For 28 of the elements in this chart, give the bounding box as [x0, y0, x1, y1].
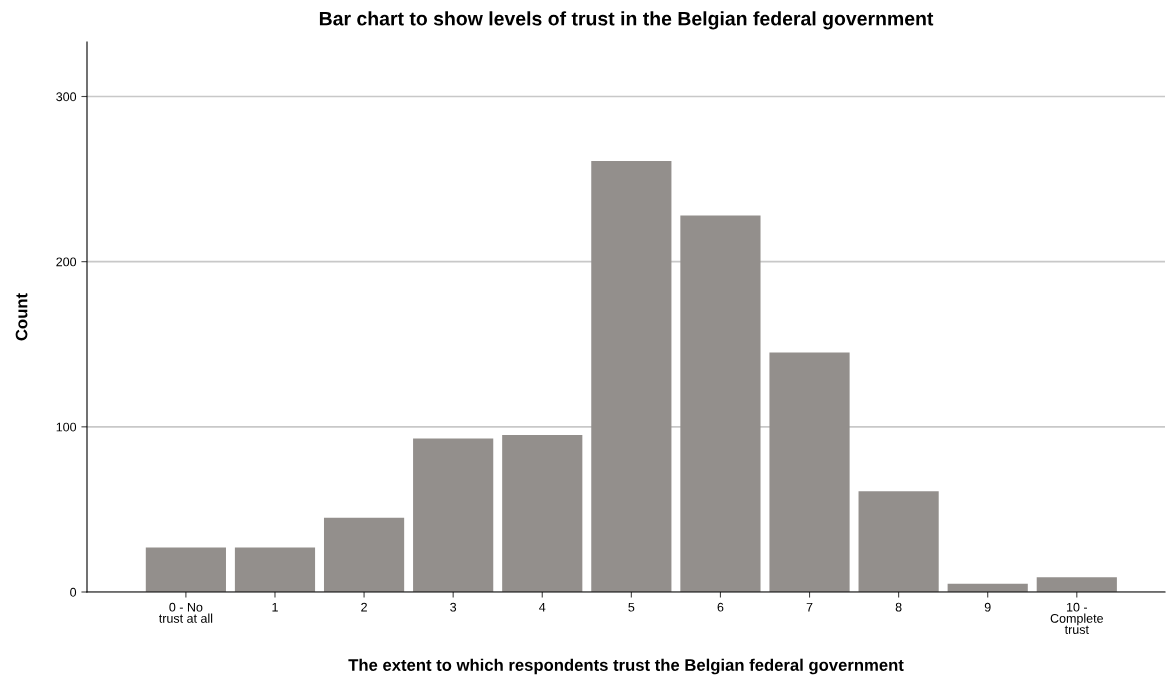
bar — [1036, 577, 1117, 592]
y-tick-label: 300 — [56, 92, 77, 102]
bar — [234, 547, 316, 592]
x-tick-label: 4 — [539, 602, 546, 612]
x-tick-label: 10 - Complete trust — [1050, 602, 1103, 634]
bar — [502, 435, 583, 592]
bar — [323, 517, 405, 592]
bar — [413, 438, 494, 592]
x-tick-label: 2 — [361, 602, 367, 612]
bar — [145, 547, 226, 592]
bar — [591, 160, 672, 592]
bar — [769, 352, 850, 592]
bar — [680, 215, 761, 592]
x-tick-label: 7 — [806, 602, 813, 612]
x-tick-label: 9 — [984, 602, 991, 612]
x-tick-label: 6 — [717, 602, 724, 612]
x-tick-label: 3 — [450, 602, 457, 612]
y-tick-label: 200 — [56, 257, 77, 267]
y-axis-title: Count — [15, 293, 28, 341]
y-tick-label: 100 — [56, 422, 77, 432]
x-tick-label: 5 — [628, 602, 635, 612]
bar — [858, 491, 939, 592]
chart-title: Bar chart to show levels of trust in the Belgian federal government — [319, 11, 934, 30]
x-tick-label: 1 — [272, 602, 278, 612]
x-tick-label: 0 - No trust at all — [158, 602, 213, 623]
x-tick-label: 8 — [895, 602, 902, 612]
y-tick-label: 0 — [70, 587, 77, 597]
x-axis-title: The extent to which respondents trust the Belgian federal government — [348, 658, 904, 675]
